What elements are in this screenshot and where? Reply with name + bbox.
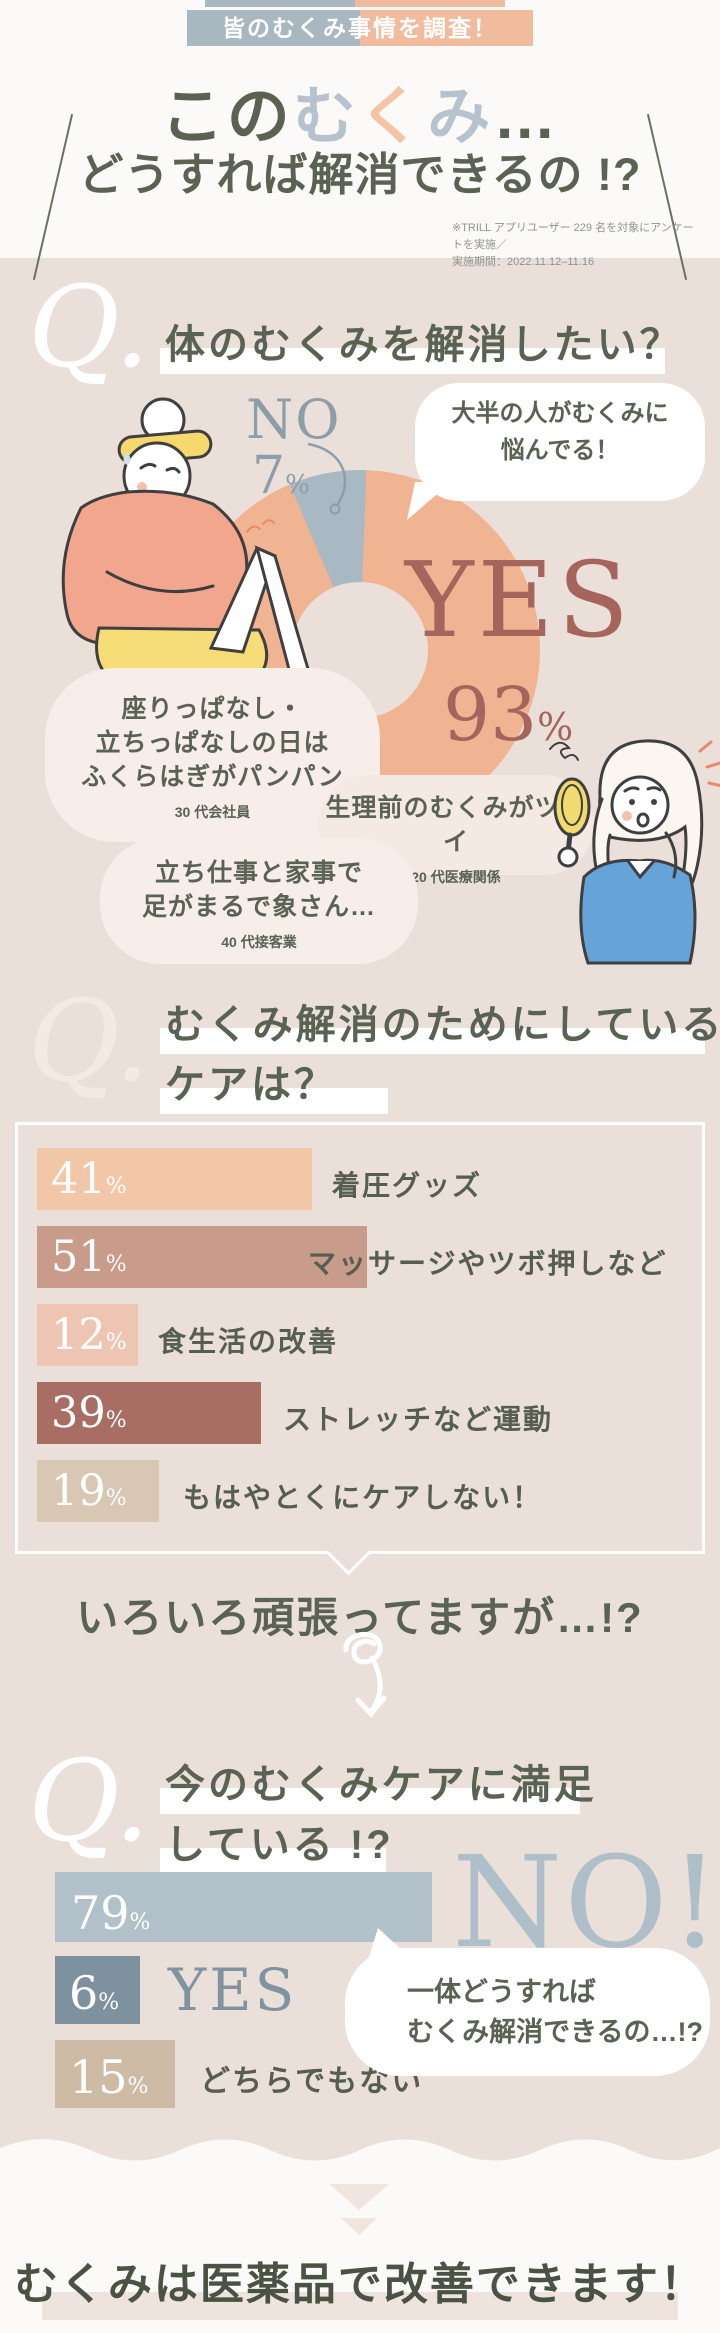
q2-bar-1-label: 着圧グッズ	[332, 1170, 483, 1201]
q3-bar-2: 6%	[55, 1956, 140, 2024]
q1-question: 体のむくみを解消したい？	[165, 323, 683, 367]
quote1-attribution: 30 代会社員	[174, 804, 251, 820]
q1-callout-line2: 悩んでる！	[500, 437, 620, 464]
q1-yes-percent-sign: %	[537, 705, 574, 749]
q3-bar-3: 15%	[55, 2040, 175, 2108]
q2-bar-5-label: もはやとくにケアしない！	[183, 1482, 543, 1513]
q1-no-connector-line	[307, 442, 347, 515]
q2-bar-2: 51%	[37, 1226, 367, 1288]
q3-yes-label: YES	[168, 1956, 298, 2024]
q2-bar-4-value: 39%	[51, 1388, 127, 1438]
title-seg-1: この	[160, 82, 293, 152]
quote1-line1: 座りっぱなし・	[121, 695, 304, 723]
q1-yes-value: 93%	[443, 672, 573, 758]
q3-question-highlight-1	[160, 1788, 580, 1814]
q1-callout-line1: 大半の人がむくみに	[451, 400, 669, 427]
q1-mark: Q.	[28, 263, 150, 393]
q3-callout-bubble: 一体どうすれば むくみ解消できるの…!?	[345, 1948, 710, 2076]
q2-question-highlight-2	[160, 1088, 388, 1114]
footer-headline: むくみは医薬品で改善できます！	[14, 2260, 706, 2309]
title-seg-5: …	[493, 82, 560, 152]
quote3-line1: 立ち仕事と家事で	[154, 859, 363, 887]
q1-yes-label: YES	[405, 539, 633, 661]
q3-question-line2: している !?	[165, 1823, 394, 1867]
quote2-line1: 生理前のむくみがツライ	[325, 794, 587, 856]
survey-badge: 皆のむくみ事情を調査！	[187, 10, 533, 46]
q2-bar-1-value: 41%	[51, 1154, 127, 1204]
q2-question-line1: むくみ解消のためにしている	[165, 1003, 720, 1047]
q2-bar-2-value: 51%	[51, 1232, 127, 1282]
q2-bar-1: 41%	[37, 1148, 312, 1210]
q2-bar-3: 12%	[37, 1304, 138, 1366]
top-strip-left	[205, 0, 355, 7]
title-seg-3: く	[358, 82, 428, 152]
q2-bar-2-label: マッサージやツボ押しなど	[308, 1248, 668, 1279]
q1-question-highlight	[160, 348, 665, 374]
q2-question-line2: ケアは？	[165, 1063, 337, 1107]
title-seg-2: む	[292, 82, 359, 152]
q3-bar-1: 79%	[55, 1872, 432, 1942]
down-triangle-icon-small	[341, 2218, 377, 2235]
page-subtitle: どうすれば解消できるの !?	[78, 149, 642, 200]
q2-bar-3-value: 12%	[51, 1310, 127, 1360]
q3-mark: Q.	[28, 1737, 150, 1867]
quote2-attribution: 20 代医療関係	[411, 869, 501, 885]
survey-note-line1: ※TRILL アプリユーザー 229 名を対象にアンケートを実施／	[452, 222, 694, 251]
swirl-arrow-icon	[343, 1631, 387, 1718]
q3-bar-3-value: 15%	[69, 2050, 149, 2104]
q1-yes-number: 93	[443, 672, 538, 758]
q3-no-big-label: NO!	[452, 1829, 720, 1976]
q3-callout-line2: むくみ解消できるの…!?	[407, 2017, 704, 2047]
q1-quote-bubble-3: 立ち仕事と家事で 足がまるで象さん… 40 代接客業	[100, 838, 418, 964]
wave-divider	[0, 2136, 720, 2161]
q1-no-label: NO	[246, 388, 342, 451]
q2-bar-5: 19%	[37, 1460, 159, 1522]
q2-mark: Q.	[28, 977, 150, 1107]
q3-question-line1: 今のむくみケアに満足	[165, 1763, 597, 1807]
q3-callout-line1: 一体どうすれば	[407, 1977, 596, 2007]
q1-no-value: 7%	[252, 446, 310, 506]
q1-callout-bubble: 大半の人がむくみに 悩んでる！	[415, 383, 705, 501]
q1-no-number: 7	[252, 446, 286, 506]
quote1-line3: ふくらはぎがパンパン	[81, 763, 344, 791]
page-title: このむくみ…	[0, 66, 720, 157]
down-triangle-icon-large	[329, 2184, 389, 2210]
q2-bar-3-label: 食生活の改善	[158, 1326, 339, 1357]
woman-sitting-illustration	[61, 397, 315, 700]
quote3-attribution: 40 代接客業	[221, 934, 297, 950]
footer-headline-highlight	[42, 2292, 678, 2320]
q3-bar-2-value: 6%	[69, 1966, 120, 2020]
quote1-line2: 立ちっぱなしの日は	[95, 729, 330, 757]
woman-mirror-illustration	[549, 739, 720, 965]
q3-bar-1-value: 79%	[71, 1886, 151, 1940]
q2-question-highlight-1	[160, 1028, 705, 1054]
title-seg-4: み	[427, 82, 494, 152]
top-strip-right	[355, 0, 505, 7]
q2-bar-5-value: 19%	[51, 1466, 127, 1516]
q1-no-percent-sign: %	[285, 470, 310, 500]
q2-bar-4: 39%	[37, 1382, 261, 1444]
q2-bar-4-label: ストレッチなど運動	[283, 1404, 554, 1435]
survey-note-line2: 実施期間：2022.11.12–11.16	[452, 256, 595, 268]
quote3-line2: 足がまるで象さん…	[141, 893, 376, 921]
q3-question-highlight-2	[160, 1848, 386, 1874]
survey-note: ※TRILL アプリユーザー 229 名を対象にアンケートを実施／ 実施期間：2…	[452, 220, 702, 271]
